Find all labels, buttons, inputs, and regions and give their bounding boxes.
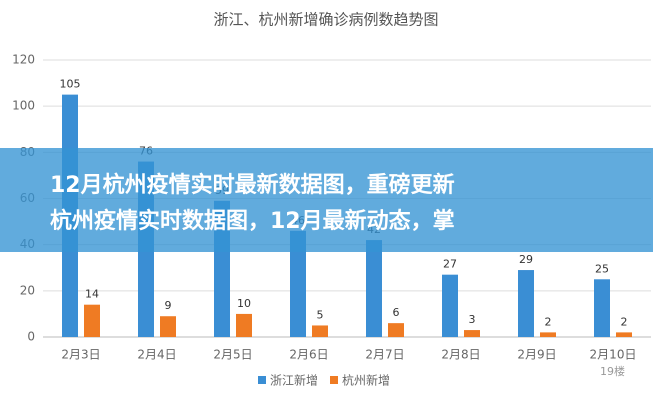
bar [464,330,480,337]
x-tick-label: 2月9日 [517,348,556,362]
bar [616,332,632,337]
value-label: 14 [85,288,99,301]
x-tick-label: 2月4日 [137,348,176,362]
value-label: 9 [165,299,172,312]
legend-label: 杭州新增 [342,373,390,388]
x-tick-label: 2月7日 [365,348,404,362]
value-label: 2 [621,315,628,328]
bar [540,332,556,337]
legend-swatch [330,376,338,384]
value-label: 2 [545,315,552,328]
y-tick-label: 20 [20,283,35,297]
bar [518,270,534,337]
value-label: 3 [469,313,476,326]
bar [236,313,252,337]
value-label: 10 [237,297,251,310]
value-label: 29 [519,253,533,266]
bar [160,316,176,337]
bar [366,240,382,337]
value-label: 6 [393,306,400,319]
value-label: 5 [317,308,324,321]
watermark: 19楼 [600,364,625,378]
value-label: 105 [60,78,81,91]
y-tick-label: 100 [12,99,35,113]
x-tick-label: 2月8日 [441,348,480,362]
x-tick-label: 2月6日 [289,348,328,362]
banner-line: 杭州疫情实时数据图，12月最新动态，掌 [50,208,455,234]
x-tick-label: 2月10日 [590,348,637,362]
chart-title: 浙江、杭州新增确诊病例数趋势图 [213,11,438,29]
bar [84,304,100,337]
bar [312,325,328,337]
bar [290,230,306,337]
bar [442,274,458,337]
x-tick-label: 2月3日 [61,348,100,362]
legend-swatch [258,376,266,384]
y-tick-label: 0 [27,330,35,344]
x-tick-label: 2月5日 [213,348,252,362]
overlay: 12月杭州疫情实时最新数据图，重磅更新 杭州疫情实时数据图，12月最新动态，掌 … [0,148,653,378]
y-tick-label: 120 [12,53,35,67]
legend-label: 浙江新增 [270,373,318,388]
banner [0,148,653,252]
value-label: 25 [595,262,609,275]
value-label: 27 [443,258,457,271]
bar [388,323,404,337]
bar [594,279,610,337]
banner-line: 12月杭州疫情实时最新数据图，重磅更新 [50,172,455,198]
